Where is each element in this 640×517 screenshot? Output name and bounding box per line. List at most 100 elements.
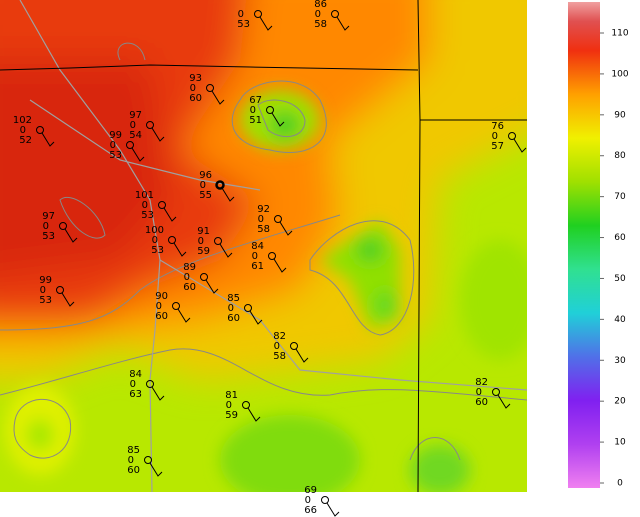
- station-circle: [254, 10, 262, 18]
- wind-barb: [497, 394, 511, 409]
- tick-label: 90: [614, 110, 626, 120]
- temperature: 90: [155, 291, 168, 302]
- cloud-cover: 0: [190, 83, 196, 94]
- dewpoint: 60: [155, 311, 168, 322]
- dewpoint: 53: [39, 295, 52, 306]
- dewpoint: 52: [19, 135, 32, 146]
- wind-barb: [41, 132, 55, 147]
- dewpoint: 61: [251, 261, 264, 272]
- dewpoint: 60: [227, 313, 240, 324]
- tick-label: 40: [614, 315, 626, 325]
- station-circle: [214, 237, 222, 245]
- station: 053: [237, 9, 273, 31]
- temperature: 99: [39, 275, 52, 286]
- temperature: 67: [249, 95, 262, 106]
- cloud-cover: 0: [492, 131, 498, 142]
- dewpoint: 63: [129, 389, 142, 400]
- tick-label: 100: [611, 69, 628, 79]
- wind-barb: [336, 16, 350, 31]
- cloud-cover: 0: [200, 180, 206, 191]
- cloud-cover: 0: [250, 105, 256, 116]
- station-circle: [56, 286, 64, 294]
- station-circle: [144, 456, 152, 464]
- tick-label: 60: [614, 233, 626, 243]
- temperature: 92: [257, 204, 270, 215]
- dewpoint: 60: [183, 282, 196, 293]
- wind-barb: [259, 16, 273, 31]
- temperature: 89: [183, 262, 196, 273]
- wind-barb: [221, 187, 235, 202]
- cloud-cover: 0: [110, 140, 116, 151]
- temperature: 96: [199, 170, 212, 181]
- station-circle: [146, 380, 154, 388]
- dewpoint: 60: [127, 465, 140, 476]
- temperature: 81: [225, 390, 238, 401]
- contours: [0, 42, 527, 461]
- wind-barb: [149, 462, 163, 477]
- station-circle: [172, 302, 180, 310]
- dewpoint: 53: [141, 210, 154, 221]
- station-circle: [59, 222, 67, 230]
- cloud-cover: 0: [228, 303, 234, 314]
- wind-barb: [211, 90, 225, 105]
- cloud-cover: 0: [315, 9, 321, 20]
- dewpoint: 60: [475, 397, 488, 408]
- dewpoint: 59: [225, 410, 238, 421]
- wind-barb: [249, 310, 263, 325]
- temperature: 101: [135, 190, 154, 201]
- wind-barb: [205, 279, 219, 294]
- dewpoint: 54: [129, 130, 142, 141]
- temperature: 69: [304, 485, 317, 496]
- wind-barb: [64, 228, 78, 243]
- wind-barb: [295, 348, 309, 363]
- temperature: 84: [251, 241, 264, 252]
- cloud-cover: 0: [226, 400, 232, 411]
- dewpoint: 51: [249, 115, 262, 126]
- tick-label: 70: [614, 192, 626, 202]
- cloud-cover: 0: [274, 341, 280, 352]
- station-circle: [242, 401, 250, 409]
- cloud-cover: 0: [238, 9, 244, 20]
- wind-barb: [513, 138, 527, 153]
- cloud-cover: 0: [476, 387, 482, 398]
- temperature: 84: [129, 369, 142, 380]
- wind-barb: [151, 386, 165, 401]
- cloud-cover: 0: [156, 301, 162, 312]
- tick-label: 10: [614, 438, 626, 448]
- cloud-cover: 0: [128, 455, 134, 466]
- tick-label: 30: [614, 356, 626, 366]
- wind-barb: [271, 112, 285, 127]
- boundaries: [0, 0, 527, 492]
- temperature: 100: [145, 225, 164, 236]
- station-circle: [126, 141, 134, 149]
- dewpoint: 58: [314, 19, 327, 30]
- tick-label: 110: [611, 29, 628, 39]
- cloud-cover: 0: [152, 235, 158, 246]
- wind-barb: [177, 308, 191, 323]
- station-circle: [321, 496, 329, 504]
- station-circle: [492, 388, 500, 396]
- dewpoint: 57: [491, 141, 504, 152]
- temperature: 91: [197, 226, 210, 237]
- wind-barb: [163, 207, 177, 222]
- station-circle: [168, 236, 176, 244]
- station-circle: [244, 304, 252, 312]
- dewpoint: 58: [273, 351, 286, 362]
- cloud-cover: 0: [184, 272, 190, 283]
- cloud-cover: 0: [142, 200, 148, 211]
- temperature: 93: [189, 73, 202, 84]
- dewpoint: 66: [304, 505, 317, 516]
- temperature: 82: [475, 377, 488, 388]
- station-circle: [146, 121, 154, 129]
- wind-barb: [219, 243, 233, 258]
